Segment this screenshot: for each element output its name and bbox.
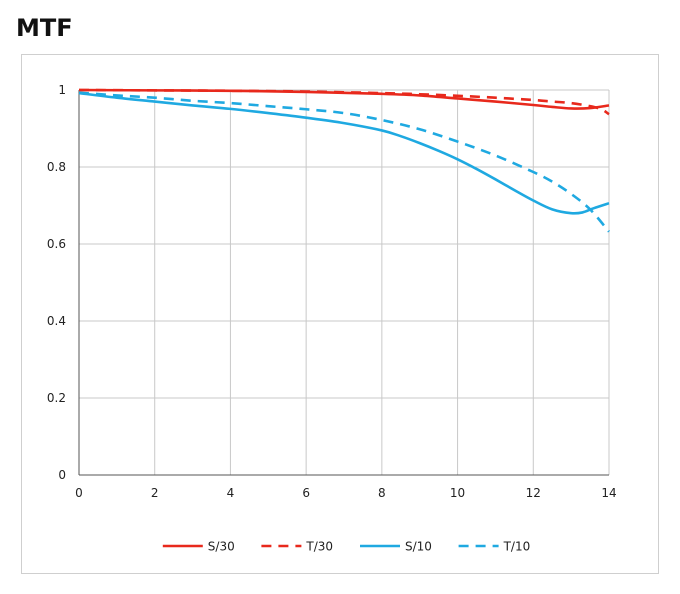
x-tick-label: 12: [526, 486, 541, 500]
series-line-s-10: [78, 91, 610, 215]
legend-label: S/30: [208, 540, 235, 554]
tick-labels: 0 2 4 6 8 10 12 14 0 0.2 0.4 0.6 0.8 1: [47, 83, 617, 500]
chart-title: MTF: [16, 14, 73, 42]
legend: S/30 T/30 S/10 T/10: [162, 540, 531, 554]
legend-label: S/10: [405, 540, 432, 554]
y-tick-label: 0.6: [47, 237, 66, 251]
x-tick-label: 10: [450, 486, 465, 500]
y-tick-label: 0.8: [47, 160, 66, 174]
data-series: [78, 88, 610, 233]
series-line-t-10: [78, 91, 610, 233]
x-tick-label: 8: [378, 486, 386, 500]
x-tick-label: 6: [302, 486, 310, 500]
x-tick-label: 14: [601, 486, 616, 500]
legend-label: T/10: [503, 540, 531, 554]
x-tick-label: 4: [227, 486, 235, 500]
axes: [78, 90, 609, 476]
y-tick-label: 0: [58, 468, 66, 482]
chart-frame: [21, 54, 659, 574]
x-tick-label: 0: [75, 486, 83, 500]
series-line-s-30: [78, 88, 610, 110]
legend-label: T/30: [305, 540, 333, 554]
grid-lines: [78, 89, 610, 476]
y-tick-label: 0.4: [47, 314, 66, 328]
y-tick-label: 1: [58, 83, 66, 97]
y-tick-label: 0.2: [47, 391, 66, 405]
x-tick-label: 2: [151, 486, 159, 500]
